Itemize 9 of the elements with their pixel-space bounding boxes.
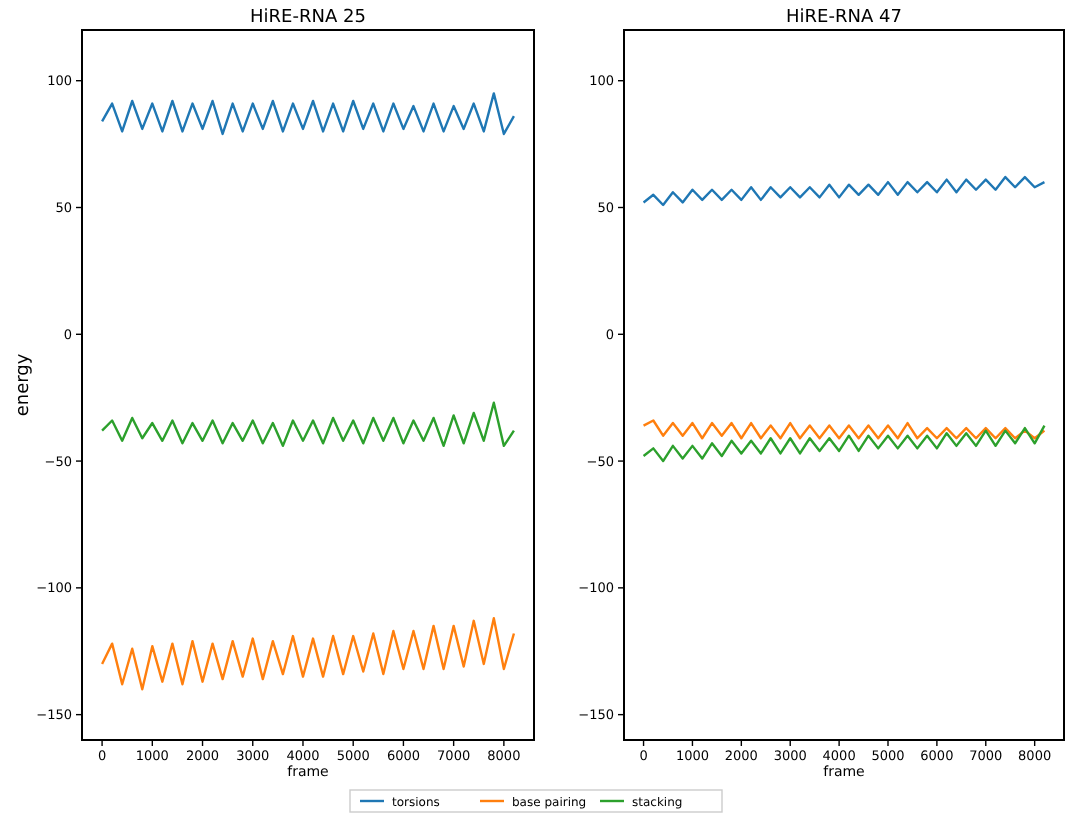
line-series <box>100 401 516 448</box>
line-series <box>100 617 516 691</box>
chart-title: HiRE-RNA 25 <box>250 8 366 28</box>
line-series <box>642 419 1046 440</box>
chart-title: HiRE-RNA 47 <box>786 8 902 28</box>
line-series <box>642 424 1046 463</box>
line-series <box>100 92 516 136</box>
line-series <box>642 175 1046 207</box>
y-axis-title: energy <box>14 352 34 417</box>
